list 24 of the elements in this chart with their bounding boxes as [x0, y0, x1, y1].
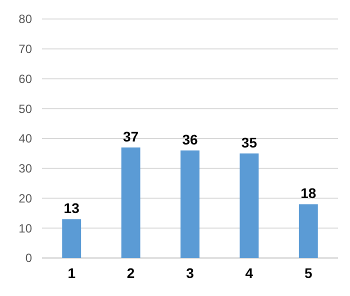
data-label: 13: [64, 200, 80, 216]
x-tick-label: 1: [68, 265, 76, 281]
y-tick-label: 50: [18, 102, 32, 116]
y-tick-label: 40: [18, 132, 32, 146]
y-tick-label: 80: [18, 12, 32, 26]
x-tick-label: 2: [126, 265, 135, 281]
data-label: 37: [123, 128, 139, 144]
data-label: 35: [241, 134, 258, 150]
bar: [240, 153, 259, 258]
y-tick-label: 0: [25, 251, 32, 266]
x-tick-label: 4: [245, 265, 254, 281]
x-tick-label: 5: [304, 265, 312, 281]
bar: [180, 150, 200, 258]
y-tick-label: 30: [18, 162, 32, 176]
data-label: 18: [300, 185, 316, 202]
x-tick-label: 3: [186, 265, 194, 281]
bar: [298, 204, 318, 258]
y-tick-label: 60: [18, 72, 32, 86]
bar: [62, 219, 82, 258]
y-tick-label: 10: [18, 221, 32, 236]
bar: [121, 147, 140, 258]
data-label: 36: [182, 131, 198, 148]
y-tick-label: 70: [18, 42, 32, 56]
y-tick-label: 20: [18, 191, 32, 206]
